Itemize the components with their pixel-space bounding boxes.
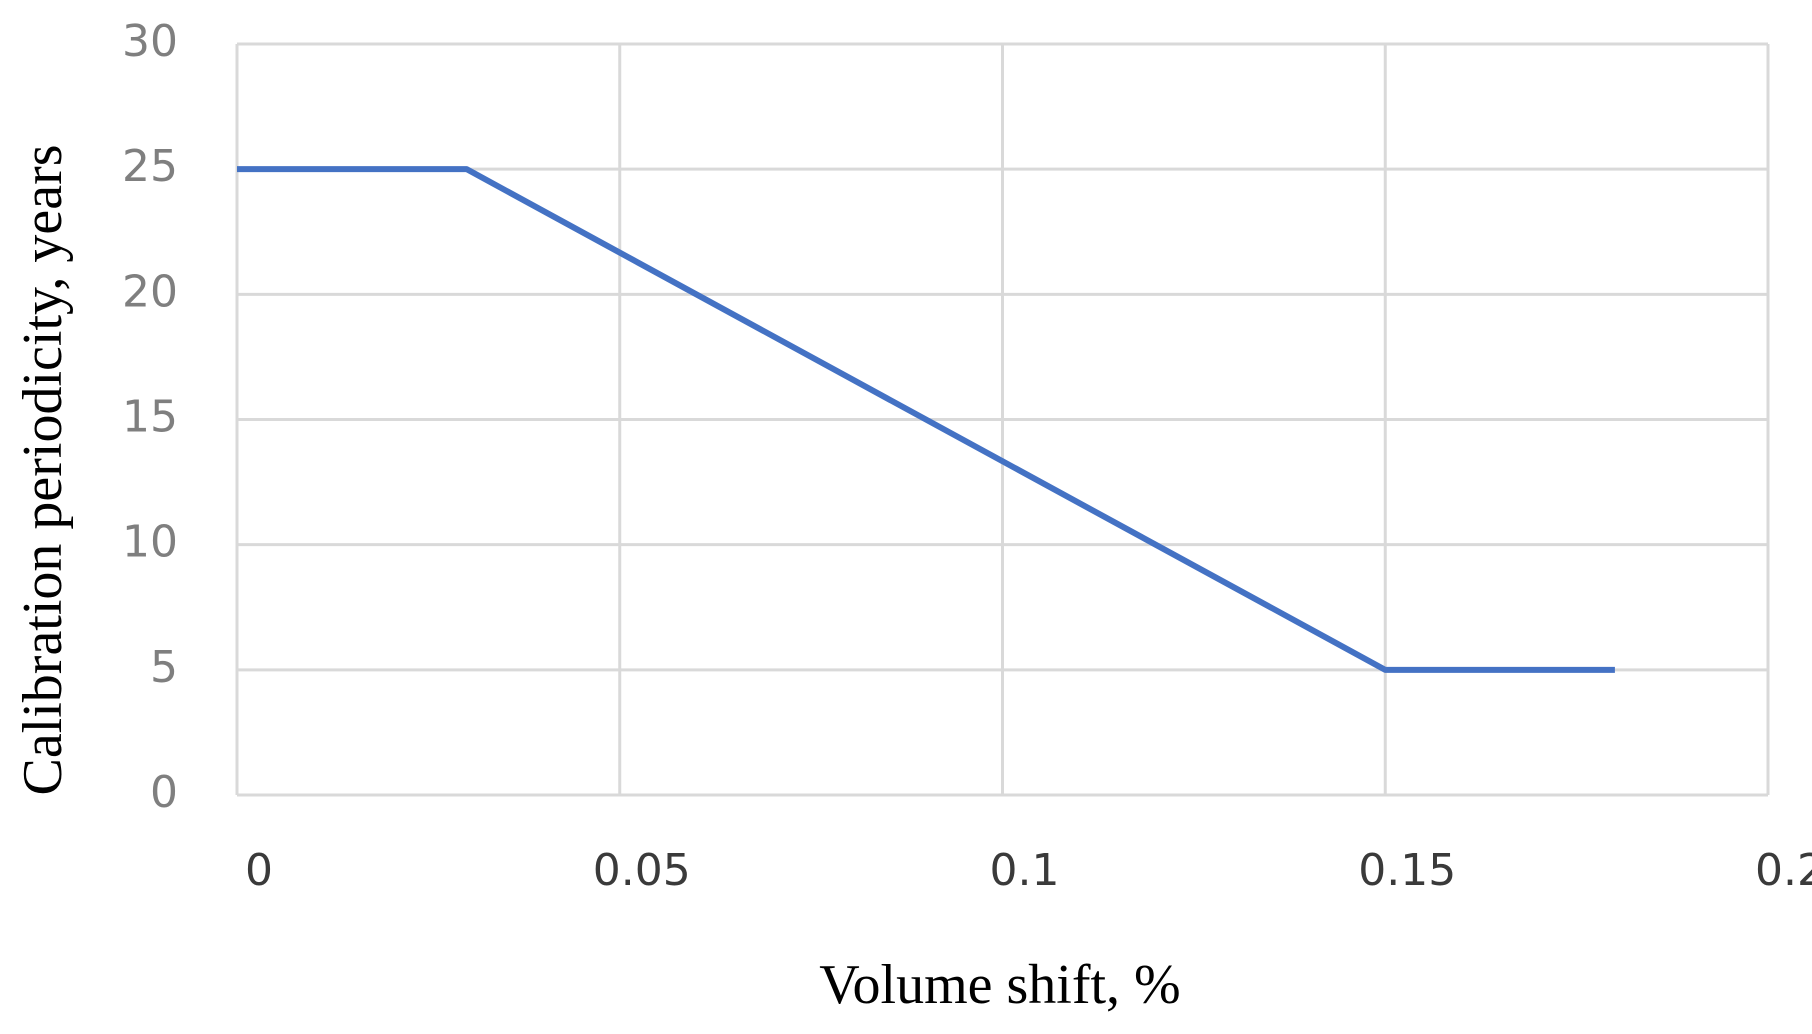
y-tick-label: 30 [122,16,178,67]
x-tick-label: 0.2 [1755,845,1812,896]
y-tick-label: 15 [122,392,178,443]
y-tick-label: 5 [150,642,178,693]
x-tick-label: 0.1 [990,845,1060,896]
x-tick-label: 0.15 [1358,845,1456,896]
x-tick-label: 0.05 [593,845,691,896]
y-axis-title: Calibration periodicity, years [12,144,74,795]
line-series [237,166,1615,673]
y-tick-label: 25 [122,141,178,192]
x-axis-title: Volume shift, % [819,954,1180,1016]
x-tick-label: 0 [245,845,273,896]
y-tick-label: 10 [122,517,178,568]
y-tick-label: 20 [122,266,178,317]
y-tick-label: 0 [150,767,178,818]
